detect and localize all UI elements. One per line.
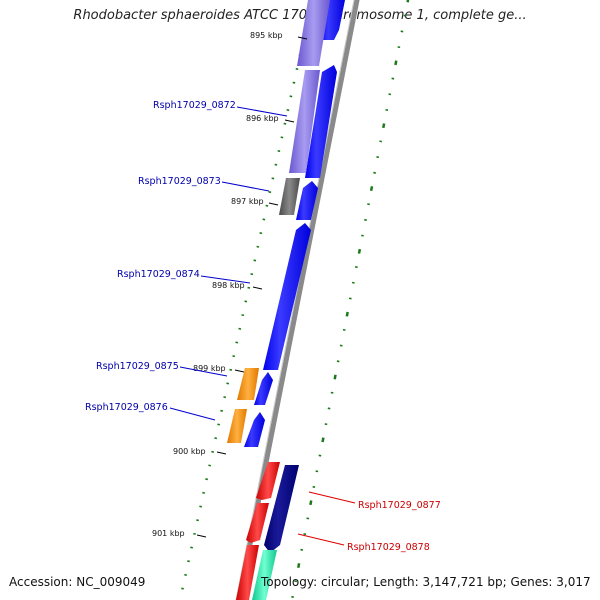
cog-block-0878b[interactable]	[236, 545, 259, 600]
cog-block-0876[interactable]	[227, 409, 247, 443]
cog-block-0878a[interactable]	[246, 503, 269, 543]
forward-cds-track	[244, 0, 345, 447]
gc-dot	[309, 500, 313, 506]
cog-block-0873[interactable]	[279, 178, 300, 215]
topology-summary: Topology: circular; Length: 3,147,721 bp…	[261, 575, 591, 589]
cds-arrow-0874[interactable]	[263, 223, 311, 370]
cds-arrow-0875[interactable]	[254, 372, 273, 405]
cog-block-0872[interactable]	[289, 70, 320, 173]
cds-arrow-0877-0878[interactable]	[264, 465, 299, 553]
reverse-cds-track	[252, 465, 299, 600]
gc-dot	[369, 186, 374, 191]
gc-dot	[394, 60, 398, 66]
cds-arrow-0876[interactable]	[244, 412, 265, 447]
gene-label-0874[interactable]: Rsph17029_0874	[117, 269, 200, 280]
gc-dot	[333, 374, 337, 380]
gene-label-0877[interactable]: Rsph17029_0877	[358, 500, 441, 511]
cog-block-0875[interactable]	[237, 368, 259, 400]
tick-label-898: 898 kbp	[212, 281, 245, 290]
gene-labels: Rsph17029_0872 Rsph17029_0873 Rsph17029_…	[85, 100, 441, 553]
kbp-ticks: 895 kbp 896 kbp 897 kbp 898 kbp 899 kbp …	[152, 31, 308, 538]
tick-label-896: 896 kbp	[246, 114, 279, 123]
gc-dot	[406, 0, 410, 3]
cog-track	[227, 0, 330, 600]
tick-label-901: 901 kbp	[152, 529, 185, 538]
cds-arrow-0872[interactable]	[305, 65, 337, 178]
cds-arrow-teal[interactable]	[252, 550, 277, 600]
accession-text: Accession: NC_009049	[9, 575, 146, 589]
cog-block-0871[interactable]	[297, 0, 330, 66]
gc-skew-dots-outer	[291, 0, 410, 598]
tick-label-897: 897 kbp	[231, 197, 264, 206]
gene-label-0875[interactable]: Rsph17029_0875	[96, 361, 179, 372]
cds-arrow-0873[interactable]	[296, 181, 318, 220]
gene-label-0878[interactable]: Rsph17029_0878	[347, 542, 430, 553]
cog-block-0877[interactable]	[256, 462, 280, 500]
gc-dot	[382, 123, 386, 129]
gc-dot	[321, 437, 325, 443]
gc-dot	[345, 311, 349, 317]
gene-label-0872[interactable]: Rsph17029_0872	[153, 100, 236, 111]
gene-label-0876[interactable]: Rsph17029_0876	[85, 402, 168, 413]
map-title: Rhodobacter sphaeroides ATCC 17029 chrom…	[73, 8, 527, 23]
gc-dot	[297, 563, 301, 568]
tick-label-899: 899 kbp	[193, 364, 226, 373]
tick-label-900: 900 kbp	[173, 447, 206, 456]
gc-dot	[357, 248, 362, 254]
tick-label-895: 895 kbp	[250, 31, 283, 40]
genome-backbone-highlight	[235, 0, 355, 600]
gene-label-0873[interactable]: Rsph17029_0873	[138, 176, 221, 187]
